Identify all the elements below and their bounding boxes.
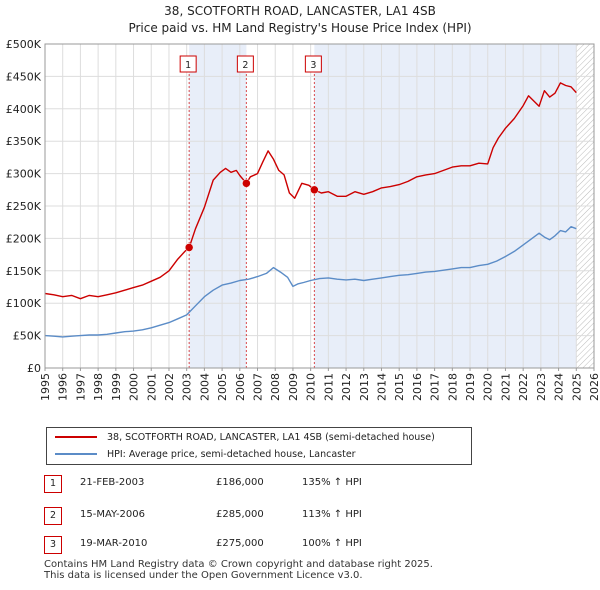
sale-marker-label: 2 bbox=[242, 60, 248, 71]
x-tick-label: 2011 bbox=[322, 373, 335, 401]
y-tick-label: £100K bbox=[6, 297, 42, 310]
y-tick-label: £200K bbox=[6, 232, 42, 245]
sale-hpi-change: 135% ↑ HPI bbox=[302, 477, 362, 488]
y-tick-label: £250K bbox=[6, 200, 42, 213]
sale-marker-label: 1 bbox=[185, 60, 191, 71]
sale-row: 3 19-MAR-2010 £275,000 100% ↑ HPI bbox=[44, 536, 404, 556]
x-tick-label: 2012 bbox=[340, 373, 353, 401]
y-tick-label: £0 bbox=[27, 362, 41, 375]
x-tick-label: 2023 bbox=[535, 373, 548, 401]
x-tick-label: 2013 bbox=[358, 373, 371, 401]
x-tick-label: 2002 bbox=[163, 373, 176, 401]
x-tick-label: 2014 bbox=[375, 373, 388, 401]
footer-note: Contains HM Land Registry data © Crown c… bbox=[44, 559, 433, 581]
sale-number-badge: 3 bbox=[44, 536, 62, 554]
x-tick-label: 1996 bbox=[57, 373, 70, 401]
x-tick-label: 2024 bbox=[553, 373, 566, 401]
x-tick-label: 1998 bbox=[92, 373, 105, 401]
y-tick-label: £500K bbox=[6, 38, 42, 51]
y-tick-label: £50K bbox=[13, 330, 42, 343]
x-tick-label: 2017 bbox=[429, 373, 442, 401]
legend: 38, SCOTFORTH ROAD, LANCASTER, LA1 4SB (… bbox=[46, 427, 472, 465]
plot-frame bbox=[44, 43, 595, 369]
sale-point bbox=[310, 185, 319, 195]
x-tick-label: 1999 bbox=[110, 373, 123, 401]
chart-title-line1: 38, SCOTFORTH ROAD, LANCASTER, LA1 4SB bbox=[164, 4, 436, 18]
x-tick-label: 2026 bbox=[588, 373, 600, 401]
chart-title: 38, SCOTFORTH ROAD, LANCASTER, LA1 4SB P… bbox=[0, 3, 600, 37]
sale-marker-box bbox=[304, 55, 322, 73]
sale-date: 19-MAR-2010 bbox=[80, 538, 148, 549]
x-tick-label: 2004 bbox=[198, 373, 211, 401]
x-tick-label: 1997 bbox=[74, 373, 87, 401]
x-tick-label: 2025 bbox=[570, 373, 583, 401]
sale-row: 1 21-FEB-2003 £186,000 135% ↑ HPI bbox=[44, 475, 404, 495]
x-tick-label: 2007 bbox=[252, 373, 265, 401]
x-tick-label: 2020 bbox=[482, 373, 495, 401]
sale-marker-box bbox=[179, 55, 197, 73]
x-tick-label: 2018 bbox=[446, 373, 459, 401]
sale-price: £186,000 bbox=[216, 477, 264, 488]
sale-date: 15-MAY-2006 bbox=[80, 509, 146, 520]
y-tick-label: £150K bbox=[6, 265, 42, 278]
x-tick-label: 2010 bbox=[305, 373, 318, 401]
legend-item-hpi: HPI: Average price, semi-detached house,… bbox=[55, 446, 356, 462]
sale-date: 21-FEB-2003 bbox=[80, 477, 145, 488]
price-chart: 1 2 3 £0 £50K £100K £150K £200K £250K £300K £350K… bbox=[6, 38, 600, 401]
legend-label-hpi: HPI: Average price, semi-detached house,… bbox=[107, 448, 356, 460]
x-tick-label: 2016 bbox=[411, 373, 424, 401]
x-tick-label: 2006 bbox=[234, 373, 247, 401]
y-tick-label: £400K bbox=[6, 103, 42, 116]
sale-marker-label: 3 bbox=[310, 60, 316, 71]
sale-point bbox=[184, 243, 194, 252]
x-tick-label: 2003 bbox=[181, 373, 194, 401]
x-tick-label: 2005 bbox=[216, 373, 229, 401]
x-tick-label: 2022 bbox=[517, 373, 530, 401]
footer-line2: This data is licensed under the Open Gov… bbox=[44, 569, 363, 581]
sale-hpi-change: 100% ↑ HPI bbox=[302, 538, 362, 549]
x-tick-label: 2000 bbox=[128, 373, 141, 401]
legend-swatch-hpi bbox=[55, 453, 97, 455]
x-tick-label: 2001 bbox=[145, 373, 158, 401]
x-tick-label: 2008 bbox=[269, 373, 282, 401]
y-tick-label: £450K bbox=[6, 70, 42, 83]
legend-swatch-property bbox=[55, 436, 97, 438]
y-tick-label: £300K bbox=[6, 168, 42, 181]
x-tick-label: 2021 bbox=[499, 373, 512, 401]
x-tick-label: 2015 bbox=[393, 373, 406, 401]
sale-hpi-change: 113% ↑ HPI bbox=[302, 509, 362, 520]
sale-marker-box bbox=[236, 55, 254, 73]
legend-label-property: 38, SCOTFORTH ROAD, LANCASTER, LA1 4SB (… bbox=[107, 431, 435, 443]
footer-line1: Contains HM Land Registry data © Crown c… bbox=[44, 559, 433, 570]
sale-point bbox=[242, 179, 251, 188]
property-price-line bbox=[44, 82, 577, 300]
sale-number-badge: 2 bbox=[44, 507, 62, 525]
y-tick-label: £350K bbox=[6, 135, 42, 148]
sale-price: £285,000 bbox=[216, 509, 264, 520]
chart-title-line2: Price paid vs. HM Land Registry's House … bbox=[128, 21, 472, 35]
x-tick-label: 2019 bbox=[464, 373, 477, 401]
sale-number-badge: 1 bbox=[44, 475, 62, 493]
sale-price: £275,000 bbox=[216, 538, 264, 549]
hpi-line bbox=[44, 225, 577, 338]
x-tick-label: 1995 bbox=[39, 373, 52, 401]
sale-row: 2 15-MAY-2006 £285,000 113% ↑ HPI bbox=[44, 507, 404, 527]
legend-item-property: 38, SCOTFORTH ROAD, LANCASTER, LA1 4SB (… bbox=[55, 429, 435, 445]
x-tick-label: 2009 bbox=[287, 373, 300, 401]
